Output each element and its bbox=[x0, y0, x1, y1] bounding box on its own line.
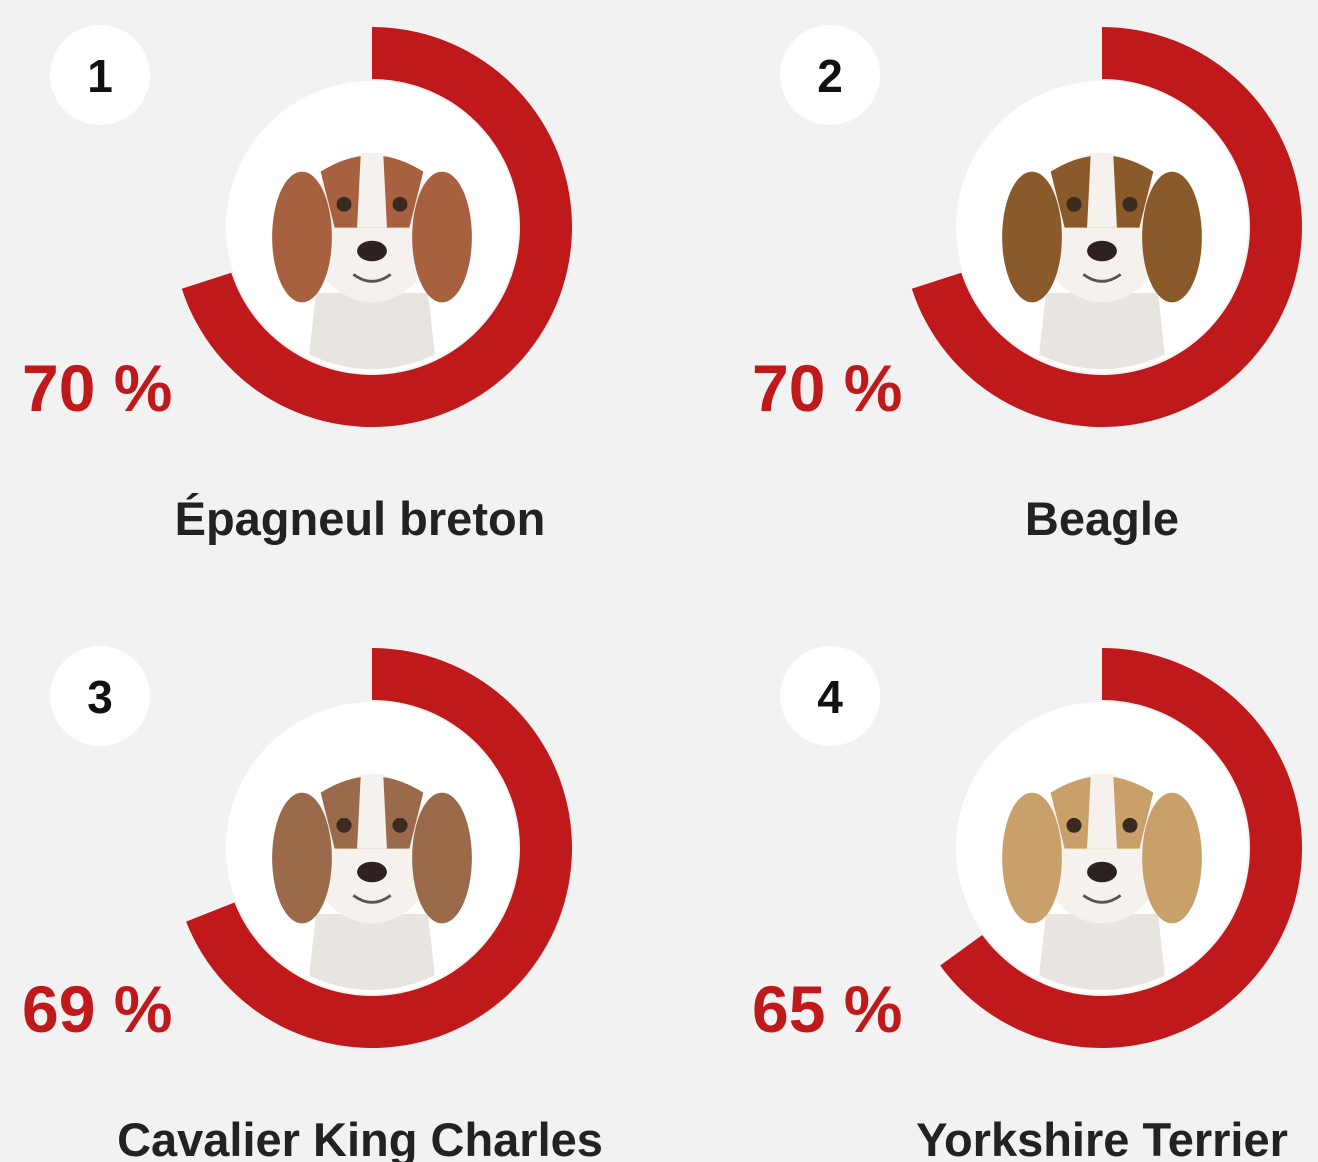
rank: 2 bbox=[817, 50, 843, 102]
rank: 3 bbox=[87, 671, 113, 723]
rank: 4 bbox=[817, 671, 843, 723]
infographic: 1 70 % Épagneul breton 2 70 % Beagle 3 69 % Cava… bbox=[0, 0, 1318, 1162]
rank: 1 bbox=[87, 50, 113, 102]
dog-name: Cavalier King Charles bbox=[117, 1113, 603, 1162]
value-label: 70 % bbox=[22, 351, 172, 425]
value-label: 70 % bbox=[752, 351, 902, 425]
dog-name: Beagle bbox=[1025, 492, 1179, 545]
value-label: 69 % bbox=[22, 972, 172, 1046]
value-label: 65 % bbox=[752, 972, 902, 1046]
dog-name: Yorkshire Terrier bbox=[916, 1113, 1288, 1162]
dog-name: Épagneul breton bbox=[175, 492, 546, 545]
